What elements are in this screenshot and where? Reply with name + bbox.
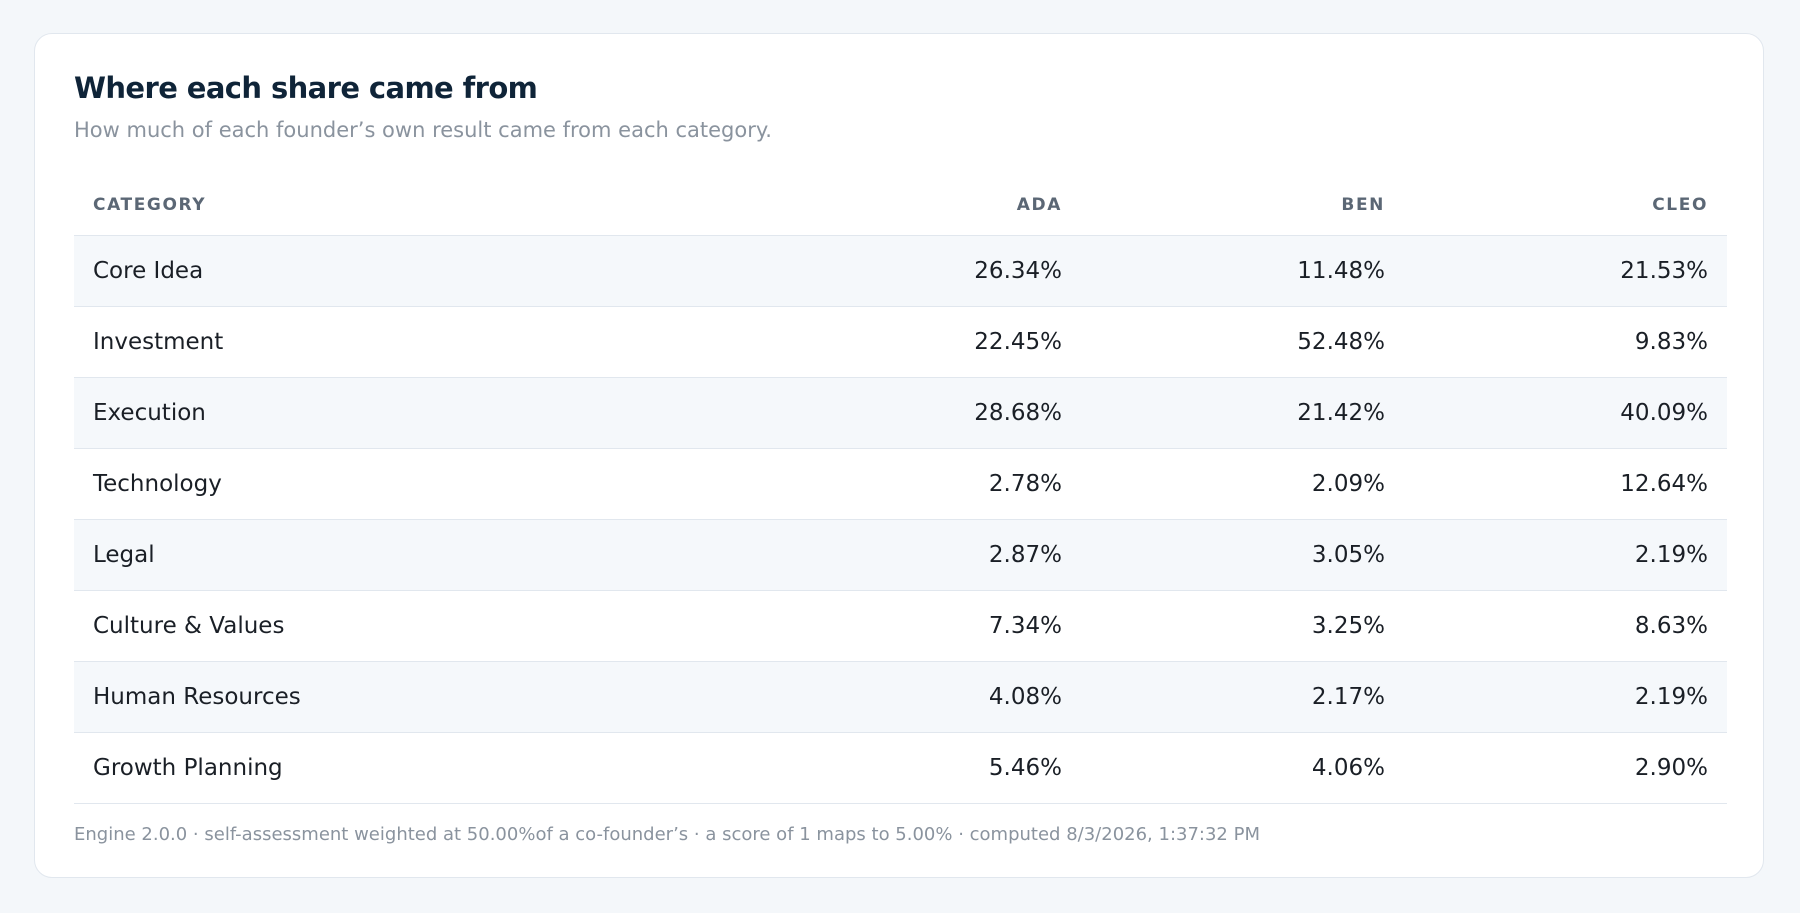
cell-ada: 2.87%: [758, 519, 1081, 592]
cell-ada: 28.68%: [758, 377, 1081, 450]
header-cleo: CLEO: [1404, 175, 1727, 237]
cell-ada: 26.34%: [758, 235, 1081, 308]
cell-ben: 4.06%: [1081, 732, 1404, 805]
cell-cleo: 2.19%: [1404, 519, 1727, 592]
cell-category: Technology: [74, 448, 758, 521]
cell-cleo: 21.53%: [1404, 235, 1727, 308]
cell-ada: 7.34%: [758, 590, 1081, 663]
cell-cleo: 12.64%: [1404, 448, 1727, 521]
breakdown-table: CATEGORY ADA BEN CLEO Core Idea 26.34% 1…: [74, 175, 1727, 805]
table-body: Core Idea 26.34% 11.48% 21.53% Investmen…: [74, 235, 1727, 805]
cell-category: Culture & Values: [74, 590, 758, 663]
table-row: Culture & Values 7.34% 3.25% 8.63%: [74, 590, 1727, 663]
cell-category: Human Resources: [74, 661, 758, 734]
cell-ben: 52.48%: [1081, 306, 1404, 379]
header-row: CATEGORY ADA BEN CLEO: [74, 175, 1727, 237]
cell-ada: 2.78%: [758, 448, 1081, 521]
table-row: Growth Planning 5.46% 4.06% 2.90%: [74, 732, 1727, 805]
table-row: Legal 2.87% 3.05% 2.19%: [74, 519, 1727, 592]
cell-cleo: 2.90%: [1404, 732, 1727, 805]
cell-cleo: 40.09%: [1404, 377, 1727, 450]
table-row: Core Idea 26.34% 11.48% 21.53%: [74, 235, 1727, 308]
card-subtitle: How much of each founder’s own result ca…: [74, 117, 772, 142]
table-row: Human Resources 4.08% 2.17% 2.19%: [74, 661, 1727, 734]
cell-category: Core Idea: [74, 235, 758, 308]
cell-category: Legal: [74, 519, 758, 592]
cell-category: Investment: [74, 306, 758, 379]
table-row: Technology 2.78% 2.09% 12.64%: [74, 448, 1727, 521]
cell-ben: 3.05%: [1081, 519, 1404, 592]
table-header: CATEGORY ADA BEN CLEO: [74, 175, 1727, 237]
card-title: Where each share came from: [74, 71, 538, 105]
header-ada: ADA: [758, 175, 1081, 237]
cell-ben: 2.09%: [1081, 448, 1404, 521]
cell-ada: 5.46%: [758, 732, 1081, 805]
cell-ben: 3.25%: [1081, 590, 1404, 663]
cell-category: Execution: [74, 377, 758, 450]
engine-footnote: Engine 2.0.0 · self-assessment weighted …: [74, 824, 1260, 846]
table-row: Execution 28.68% 21.42% 40.09%: [74, 377, 1727, 450]
header-category: CATEGORY: [74, 175, 758, 237]
cell-cleo: 8.63%: [1404, 590, 1727, 663]
cell-cleo: 2.19%: [1404, 661, 1727, 734]
cell-cleo: 9.83%: [1404, 306, 1727, 379]
cell-ada: 22.45%: [758, 306, 1081, 379]
table-row: Investment 22.45% 52.48% 9.83%: [74, 306, 1727, 379]
header-ben: BEN: [1081, 175, 1404, 237]
cell-ben: 2.17%: [1081, 661, 1404, 734]
cell-ada: 4.08%: [758, 661, 1081, 734]
breakdown-card: Where each share came from How much of e…: [34, 33, 1764, 878]
cell-ben: 21.42%: [1081, 377, 1404, 450]
cell-ben: 11.48%: [1081, 235, 1404, 308]
cell-category: Growth Planning: [74, 732, 758, 805]
